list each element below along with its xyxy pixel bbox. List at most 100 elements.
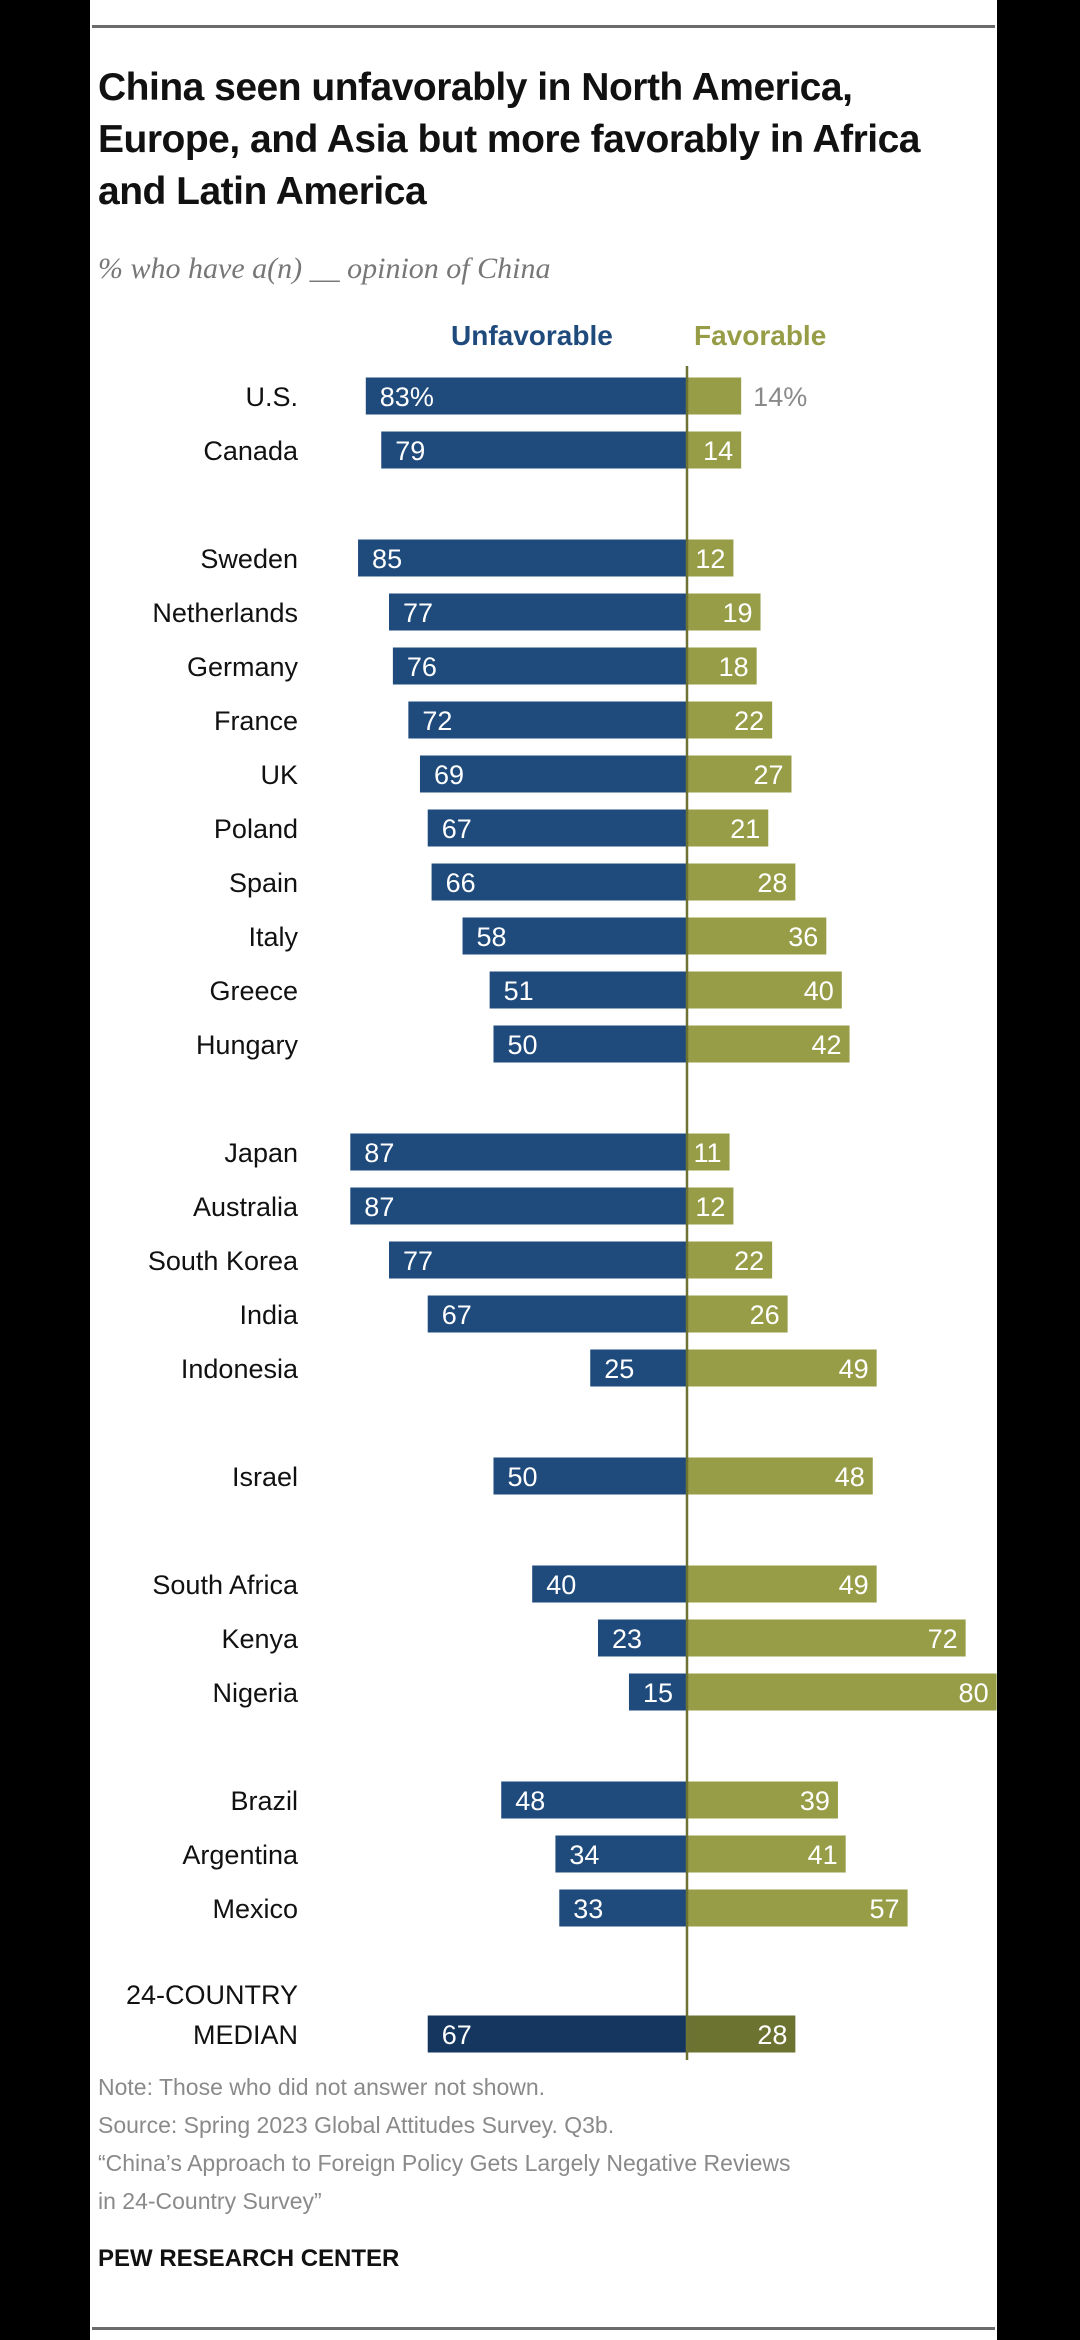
value-label-favorable: 12 [695, 544, 725, 574]
bar-unfavorable [501, 1781, 687, 1819]
bar-favorable [687, 2015, 796, 2053]
chart-notes: Note: Those who did not answer not shown… [98, 2068, 988, 2220]
bar-unfavorable [431, 863, 687, 901]
value-label-favorable: 12 [695, 1192, 725, 1222]
value-label-favorable: 80 [959, 1678, 989, 1708]
value-label-favorable: 39 [800, 1786, 830, 1816]
bar-favorable [687, 1781, 838, 1819]
category-label: Sweden [200, 544, 298, 574]
value-label-favorable: 28 [757, 2020, 787, 2050]
category-label: Nigeria [212, 1678, 299, 1708]
value-label-favorable: 22 [734, 706, 764, 736]
report-title-line-2: in 24-Country Survey” [98, 2188, 322, 2214]
value-label-unfavorable: 67 [442, 1300, 472, 1330]
bar-unfavorable [489, 971, 687, 1009]
value-label-unfavorable: 51 [504, 976, 534, 1006]
value-label-favorable: 41 [808, 1840, 838, 1870]
chart-subtitle: % who have a(n) __ opinion of China [98, 252, 551, 285]
bar-unfavorable [427, 2015, 687, 2053]
bar-favorable [687, 431, 742, 469]
bar-unfavorable [350, 1133, 687, 1171]
value-label-unfavorable: 23 [612, 1624, 642, 1654]
value-label-unfavorable: 77 [403, 598, 433, 628]
bar-unfavorable [532, 1565, 687, 1603]
bar-unfavorable [389, 593, 687, 631]
bar-unfavorable [419, 755, 687, 793]
category-label: Spain [229, 868, 298, 898]
bar-favorable [687, 539, 734, 577]
category-label: India [239, 1300, 299, 1330]
value-label-unfavorable: 77 [403, 1246, 433, 1276]
bar-favorable [687, 1295, 788, 1333]
bar-unfavorable [427, 809, 687, 847]
value-label-unfavorable: 58 [477, 922, 507, 952]
bar-favorable [687, 809, 769, 847]
value-label-unfavorable: 69 [434, 760, 464, 790]
bar-unfavorable [559, 1889, 687, 1927]
category-label: France [214, 706, 298, 736]
value-label-unfavorable: 85 [372, 544, 402, 574]
category-label: Argentina [182, 1840, 299, 1870]
category-label: Japan [224, 1138, 298, 1168]
bar-unfavorable [408, 701, 687, 739]
note-text: Note: Those who did not answer not shown… [98, 2074, 546, 2100]
top-divider [92, 25, 995, 28]
source-text: Source: Spring 2023 Global Attitudes Sur… [98, 2112, 615, 2138]
value-label-unfavorable: 33 [573, 1894, 603, 1924]
bar-favorable [687, 971, 842, 1009]
category-label: Kenya [221, 1624, 299, 1654]
value-label-unfavorable: 34 [569, 1840, 599, 1870]
bar-unfavorable [389, 1241, 687, 1279]
bar-unfavorable [350, 1187, 687, 1225]
category-label: South Korea [148, 1246, 299, 1276]
value-label-favorable: 57 [870, 1894, 900, 1924]
report-title-line-1: “China’s Approach to Foreign Policy Gets… [98, 2150, 791, 2176]
category-label: Indonesia [181, 1354, 299, 1384]
value-label-unfavorable: 67 [442, 2020, 472, 2050]
value-label-favorable: 18 [719, 652, 749, 682]
value-label-unfavorable: 79 [395, 436, 425, 466]
bar-favorable [687, 701, 773, 739]
value-label-favorable: 19 [722, 598, 752, 628]
value-label-unfavorable: 15 [643, 1678, 673, 1708]
bar-unfavorable [493, 1457, 687, 1495]
bar-unfavorable [590, 1349, 687, 1387]
value-label-favorable: 26 [750, 1300, 780, 1330]
value-label-unfavorable: 66 [446, 868, 476, 898]
category-label: Greece [209, 976, 298, 1006]
bar-favorable [687, 863, 796, 901]
value-label-favorable: 49 [839, 1354, 869, 1384]
bar-favorable [687, 1619, 966, 1657]
pew-research-center-logo: PEW RESEARCH CENTER [98, 2245, 400, 2272]
category-label: Canada [203, 436, 299, 466]
value-label-unfavorable: 72 [422, 706, 452, 736]
bar-favorable [687, 1565, 877, 1603]
category-label: UK [260, 760, 298, 790]
category-label: Israel [232, 1462, 298, 1492]
value-label-unfavorable: 48 [515, 1786, 545, 1816]
value-label-favorable: 36 [788, 922, 818, 952]
bar-unfavorable [392, 647, 687, 685]
value-label-unfavorable: 83% [380, 382, 434, 412]
bar-favorable [687, 377, 742, 415]
bottom-divider [92, 2327, 995, 2330]
category-label: U.S. [245, 382, 298, 412]
bar-favorable [687, 647, 757, 685]
value-label-unfavorable: 25 [604, 1354, 634, 1384]
value-label-unfavorable: 87 [364, 1138, 394, 1168]
chart-title: China seen unfavorably in North America,… [98, 66, 920, 213]
value-label-unfavorable: 76 [407, 652, 437, 682]
value-label-favorable: 48 [835, 1462, 865, 1492]
value-label-unfavorable: 50 [508, 1030, 538, 1060]
value-label-favorable: 22 [734, 1246, 764, 1276]
category-label: Mexico [212, 1894, 298, 1924]
value-label-favorable: 14 [703, 436, 733, 466]
value-label-favorable: 42 [811, 1030, 841, 1060]
legend-unfavorable: Unfavorable [451, 320, 613, 351]
bar-favorable [687, 593, 761, 631]
category-label: 24-COUNTRY [126, 1980, 298, 2010]
bar-unfavorable [381, 431, 687, 469]
category-label: Brazil [230, 1786, 298, 1816]
category-label: South Africa [152, 1570, 299, 1600]
value-label-unfavorable: 40 [546, 1570, 576, 1600]
